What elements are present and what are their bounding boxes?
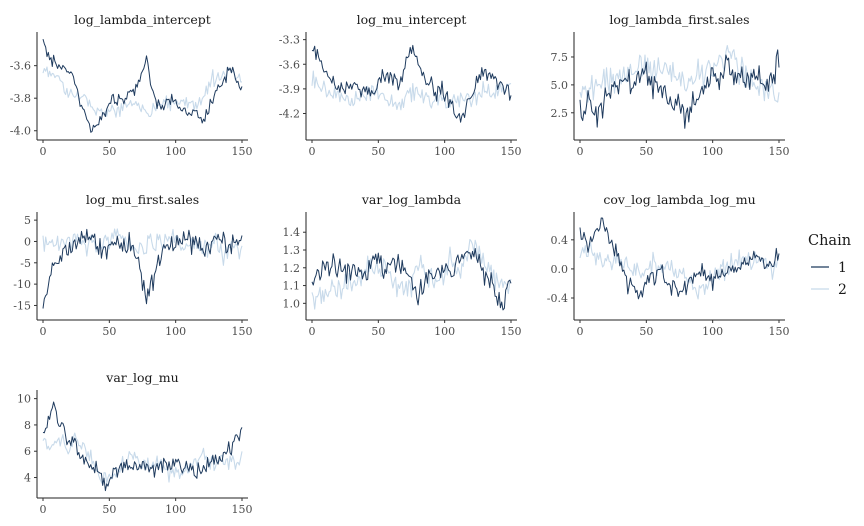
legend-label-chain-1: 1 bbox=[838, 260, 847, 276]
y-tick-label: -5 bbox=[20, 257, 31, 270]
x-tick-label: 0 bbox=[577, 325, 584, 338]
x-tick-label: 100 bbox=[165, 503, 186, 516]
x-tick-label: 50 bbox=[102, 503, 116, 516]
x-tick-label: 100 bbox=[434, 145, 455, 158]
trace-line-chain-2 bbox=[42, 66, 242, 118]
y-tick-label: 4 bbox=[24, 472, 31, 485]
x-tick-label: 0 bbox=[309, 325, 316, 338]
y-tick-label: -3.3 bbox=[279, 34, 300, 47]
y-tick-label: 1.1 bbox=[283, 280, 301, 293]
y-tick-label: 7.5 bbox=[551, 51, 569, 64]
panel-log-lambda-intercept: log_lambda_intercept -4.0 -3.8 -3.6 0 50 100 15… bbox=[10, 12, 253, 158]
trace-line-chain-2 bbox=[579, 44, 780, 103]
y-tick-label: 6 bbox=[24, 445, 31, 458]
panel-title: cov_log_lambda_log_mu bbox=[603, 192, 755, 207]
x-tick-label: 0 bbox=[309, 145, 316, 158]
panel-title: log_mu_first.sales bbox=[86, 192, 199, 207]
trace-line-chain-1 bbox=[42, 401, 243, 492]
trace-line-chain-2 bbox=[42, 432, 243, 486]
panel-title: log_lambda_intercept bbox=[74, 12, 211, 27]
y-tick-label: 5 bbox=[24, 214, 31, 227]
y-tick-label: 1.2 bbox=[283, 262, 301, 275]
x-tick-label: 100 bbox=[702, 325, 723, 338]
y-tick-label: 0.4 bbox=[551, 234, 569, 247]
x-tick-label: 0 bbox=[40, 145, 47, 158]
trace-line-chain-2 bbox=[311, 238, 512, 310]
panel-title: log_mu_intercept bbox=[357, 12, 467, 27]
legend: Chain 1 2 bbox=[808, 233, 851, 298]
y-tick-label: -3.6 bbox=[279, 58, 300, 71]
legend-label-chain-2: 2 bbox=[838, 282, 847, 298]
panel-title: var_log_mu bbox=[105, 370, 178, 385]
x-tick-label: 100 bbox=[165, 325, 186, 338]
panels-container: log_lambda_intercept-4.0-3.8-3.60 50 100 15… bbox=[10, 12, 790, 516]
x-tick-label: 150 bbox=[232, 503, 253, 516]
x-tick-label: 150 bbox=[769, 145, 790, 158]
x-tick-label: 0 bbox=[40, 325, 47, 338]
panel-title: log_lambda_first.sales bbox=[609, 12, 749, 27]
x-tick-label: 50 bbox=[371, 325, 385, 338]
trace-line-chain-2 bbox=[579, 242, 780, 300]
y-tick-label: 1.0 bbox=[283, 297, 301, 310]
x-tick-label: 50 bbox=[371, 145, 385, 158]
x-tick-label: 0 bbox=[40, 503, 47, 516]
x-tick-label: 100 bbox=[702, 145, 723, 158]
y-tick-label: 10 bbox=[17, 393, 31, 406]
legend-title: Chain bbox=[808, 233, 851, 249]
panel-title: var_log_lambda bbox=[361, 192, 462, 207]
x-tick-label: 150 bbox=[232, 325, 253, 338]
trace-line-chain-1 bbox=[42, 38, 243, 133]
y-tick-label: -15 bbox=[13, 299, 31, 312]
x-tick-label: 50 bbox=[102, 145, 116, 158]
y-tick-label: 2.5 bbox=[551, 107, 569, 120]
x-tick-label: 50 bbox=[102, 325, 116, 338]
y-tick-label: 0 bbox=[24, 235, 31, 248]
y-tick-label: -10 bbox=[13, 278, 31, 291]
x-tick-label: 150 bbox=[501, 325, 522, 338]
y-tick-label: -4.2 bbox=[279, 107, 300, 120]
x-tick-label: 150 bbox=[232, 145, 253, 158]
x-tick-label: 150 bbox=[769, 325, 790, 338]
x-tick-label: 100 bbox=[434, 325, 455, 338]
y-tick-label: 5.0 bbox=[551, 79, 569, 92]
trace-line-chain-1 bbox=[42, 228, 243, 309]
x-tick-label: 100 bbox=[165, 145, 186, 158]
y-tick-label: 0.0 bbox=[551, 263, 569, 276]
x-tick-label: 150 bbox=[501, 145, 522, 158]
trace-line-chain-1 bbox=[311, 44, 512, 123]
trace-line-chain-2 bbox=[42, 228, 243, 266]
y-tick-label: -3.6 bbox=[10, 60, 31, 73]
trace-line-chain-2 bbox=[311, 70, 512, 111]
x-tick-label: 50 bbox=[639, 325, 653, 338]
y-tick-label: 1.4 bbox=[283, 226, 301, 239]
trace-line-chain-1 bbox=[579, 217, 780, 300]
x-tick-label: 50 bbox=[639, 145, 653, 158]
trace-line-chain-1 bbox=[311, 248, 512, 311]
panel-log-lambda-first-sales: log_lambda_first.sales 2.5 5.0 7.5 0 50 100 150 bbox=[551, 12, 790, 158]
trace-line-chain-1 bbox=[579, 49, 780, 129]
panel-cov-log-lambda-log-mu: cov_log_lambda_log_mu -0.4 0.0 0.4 0 50 100 150 bbox=[547, 192, 790, 338]
panel-var-log-lambda: var_log_lambda 1.0 1.1 1.2 1.3 1.4 0 50 100 150 bbox=[283, 192, 522, 338]
y-tick-label: 8 bbox=[24, 419, 31, 432]
y-tick-label: -3.9 bbox=[279, 83, 300, 96]
y-tick-label: -0.4 bbox=[547, 292, 568, 305]
y-tick-label: -4.0 bbox=[10, 125, 31, 138]
panel-log-mu-intercept: log_mu_intercept -4.2 -3.9 -3.6 -3.3 0 50 100 15… bbox=[279, 12, 522, 158]
x-tick-label: 0 bbox=[577, 145, 584, 158]
y-tick-label: -3.8 bbox=[10, 92, 31, 105]
y-tick-label: 1.3 bbox=[283, 244, 301, 257]
